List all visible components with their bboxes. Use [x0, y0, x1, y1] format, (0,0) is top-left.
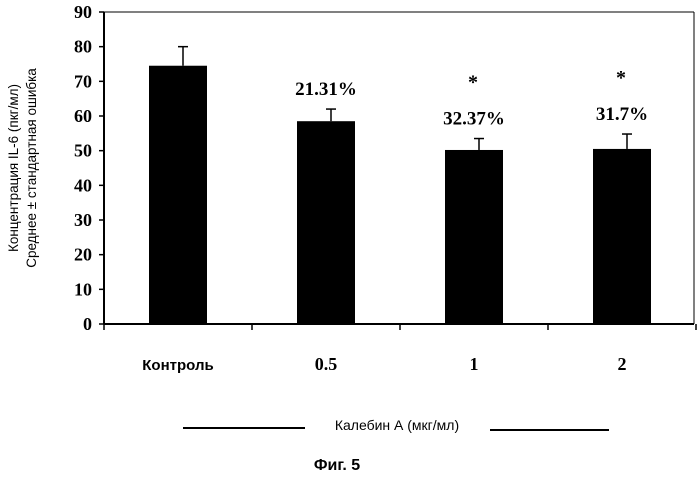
y-tick-label: 90 — [74, 2, 92, 22]
figure-caption: Фиг. 5 — [314, 457, 360, 474]
significance-marker: * — [616, 67, 626, 89]
y-tick-label: 0 — [83, 314, 92, 334]
x-axis-label: Калебин А (мкг/мл) — [335, 417, 459, 433]
data-label: 21.31% — [295, 79, 357, 100]
significance-marker: * — [468, 72, 478, 94]
y-tick-label: 20 — [74, 245, 92, 265]
data-label: 32.37% — [443, 109, 505, 130]
y-tick-label: 50 — [74, 141, 92, 161]
x-axis-title: Калебин А (мкг/мл) — [183, 417, 609, 433]
bar — [149, 66, 207, 324]
data-label: 31.7% — [596, 104, 648, 125]
x-tick-label: 1 — [470, 354, 479, 374]
y-tick-label: 40 — [74, 175, 92, 195]
bar — [593, 149, 651, 324]
plot-area: 0 10 20 30 40 50 60 70 80 90 Контроль 0.5 21.31% 1 32.… — [74, 2, 696, 374]
y-tick-label: 60 — [74, 106, 92, 126]
y-axis-label-line1: Концентрация IL-6 (пкг/мл) — [6, 84, 21, 252]
x-tick-label: 2 — [618, 354, 627, 374]
y-tick-label: 10 — [74, 279, 92, 299]
bar — [297, 121, 355, 324]
y-axis-label-line2: Среднее ± стандартная ошибка — [24, 68, 39, 268]
bar — [445, 150, 503, 324]
x-tick-label: 0.5 — [315, 354, 338, 374]
y-tick-label: 70 — [74, 71, 92, 91]
x-tick-label: Контроль — [142, 357, 213, 374]
y-tick-label: 80 — [74, 37, 92, 57]
y-axis-title: Концентрация IL-6 (пкг/мл) Среднее ± ста… — [6, 68, 39, 268]
y-tick-label: 30 — [74, 210, 92, 230]
